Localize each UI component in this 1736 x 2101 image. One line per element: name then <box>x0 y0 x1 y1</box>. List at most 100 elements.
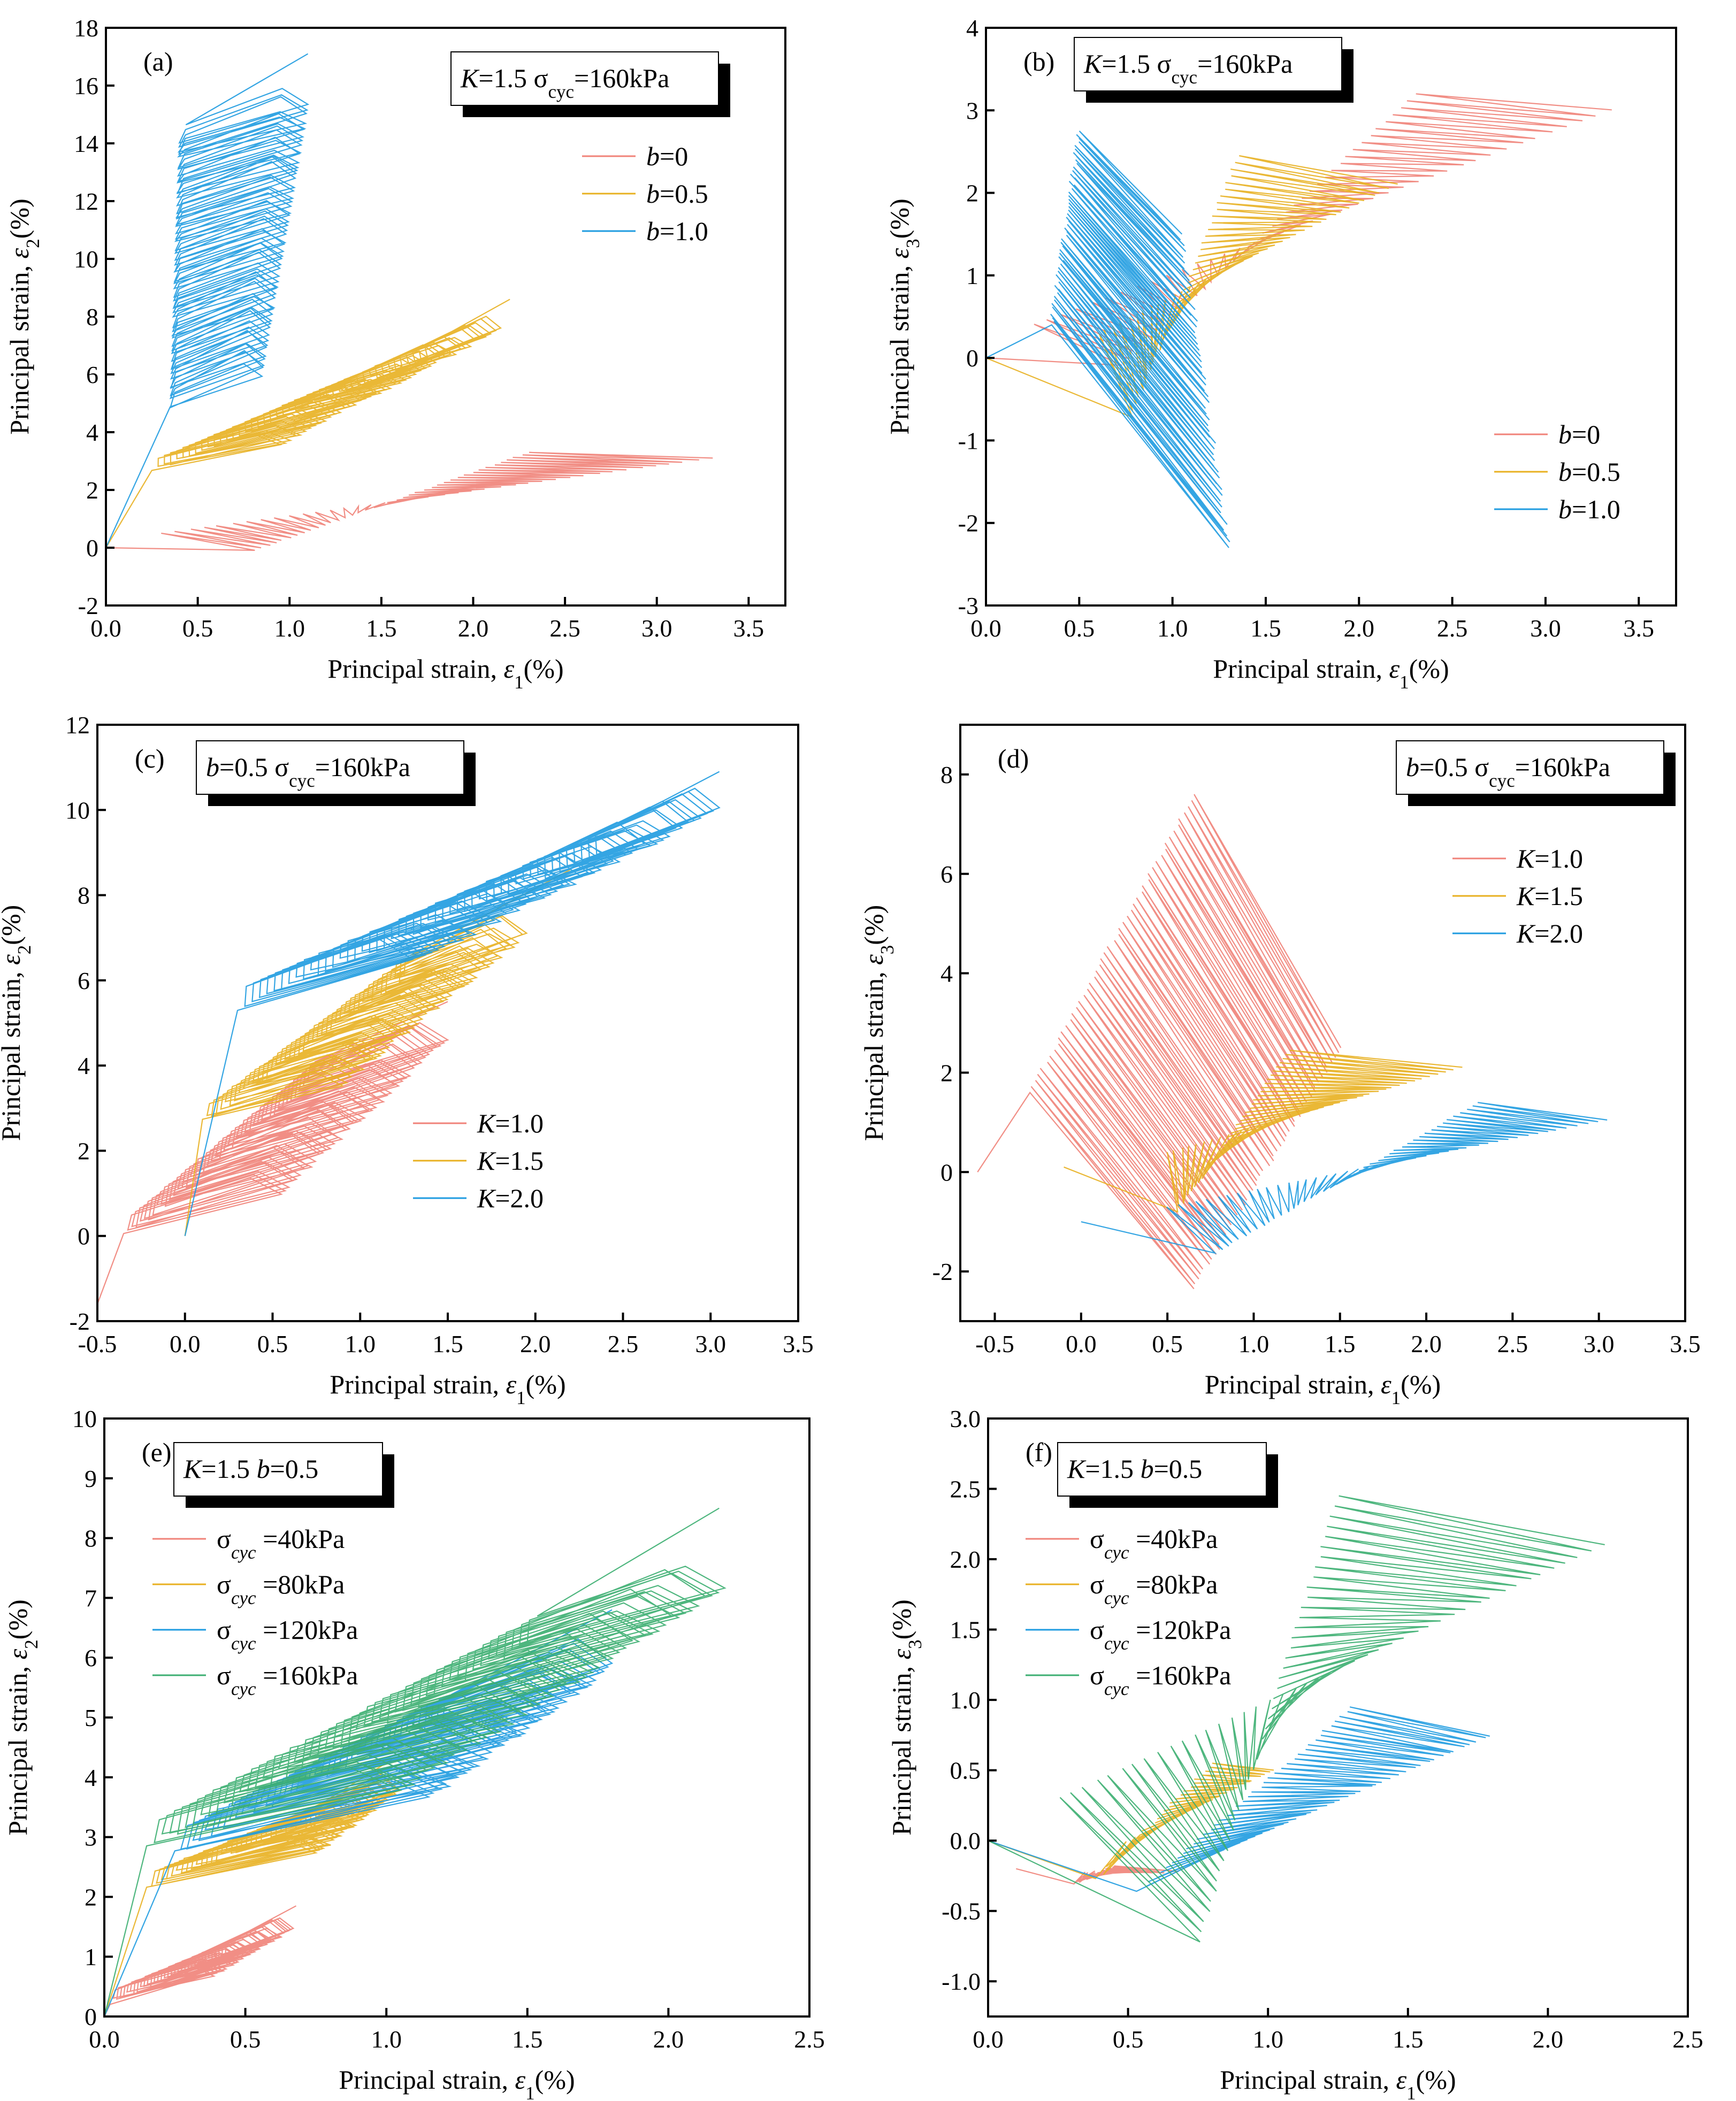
legend: b=0 b=0.5 b=1.0 <box>582 141 708 246</box>
plot-area <box>104 1507 726 2016</box>
series-σcyc=160kPa <box>988 1495 1605 1943</box>
legend-item: b=1.0 <box>582 216 708 246</box>
series-b=1.0 <box>106 53 310 548</box>
series-b=0.5 <box>106 298 510 548</box>
plot-area <box>97 771 721 1305</box>
legend-item: K=1.5 <box>413 1146 544 1176</box>
legend-item: K=1.0 <box>413 1108 544 1138</box>
x-tick-label: 3.0 <box>1530 615 1561 642</box>
x-tick-label: 0.5 <box>257 1330 288 1358</box>
x-tick-label: 1.5 <box>512 2026 543 2053</box>
y-tick-label: 0 <box>85 2003 97 2030</box>
legend: K=1.0 K=1.5 K=2.0 <box>413 1108 544 1213</box>
y-tick-label: 7 <box>85 1584 97 1612</box>
y-axis-label: Principal strain, ε2(%) <box>3 1599 42 1835</box>
x-tick-label: 2.5 <box>1497 1330 1528 1358</box>
x-axis-label: Principal strain, ε1(%) <box>330 1369 565 1408</box>
legend-item: K=1.0 <box>1452 844 1583 873</box>
y-tick-label: 1.0 <box>950 1686 981 1714</box>
y-tick-label: 3 <box>85 1824 97 1851</box>
legend-item: σcyc =120kPa <box>152 1615 358 1654</box>
legend-label: σcyc =40kPa <box>1090 1524 1218 1563</box>
series-K=1.5 <box>1064 1049 1463 1213</box>
series-line <box>988 1762 1274 1880</box>
y-axis: -1.0 -0.5 0.0 0.5 1.0 1.5 2.0 2.5 3.0 <box>942 1405 997 1995</box>
series-line <box>988 1495 1605 1943</box>
y-tick-label: 0 <box>86 534 98 562</box>
y-tick-label: 1.5 <box>950 1616 981 1644</box>
y-tick-label: -1 <box>958 427 978 454</box>
y-tick-label: 6 <box>78 967 90 994</box>
x-tick-label: 0.0 <box>970 615 1001 642</box>
legend-label: σcyc =160kPa <box>1090 1660 1231 1699</box>
y-axis-label: Principal strain, ε3(%) <box>884 198 923 434</box>
series-line <box>1081 1102 1608 1254</box>
panel-label: (b) <box>1023 47 1054 76</box>
x-tick-label: 1.0 <box>1252 2026 1283 2053</box>
legend-label: σcyc =120kPa <box>1090 1615 1231 1654</box>
chart-f: 0.0 0.5 1.0 1.5 2.0 2.5 -1.0 -0.5 0.0 0.5 1.0 1.5 2.… <box>886 1405 1703 2101</box>
legend-item: K=1.5 <box>1452 881 1583 911</box>
panel-label: (d) <box>998 743 1029 773</box>
y-axis-label: Principal strain, ε3(%) <box>886 1599 926 1835</box>
legend-item: b=0 <box>582 141 688 171</box>
panel-label: (f) <box>1026 1437 1052 1467</box>
y-tick-label: -2 <box>958 510 978 537</box>
y-tick-label: -0.5 <box>942 1898 981 1925</box>
annotation-text: K=1.5 b=0.5 <box>1067 1454 1202 1484</box>
annotation-box: K=1.5 σcyc=160kPa <box>1074 37 1353 103</box>
y-tick-label: 16 <box>74 72 98 99</box>
axes-frame <box>96 724 799 1322</box>
legend-item: σcyc =40kPa <box>1026 1524 1218 1563</box>
series-line <box>97 1001 449 1305</box>
x-tick-label: 1.0 <box>345 1330 376 1358</box>
x-tick-label: 1.0 <box>274 615 305 642</box>
series-line <box>1064 1049 1463 1213</box>
series-line <box>184 771 721 1236</box>
series-line <box>106 53 310 548</box>
x-axis: 0.0 0.5 1.0 1.5 2.0 2.5 3.0 3.5 <box>90 597 764 642</box>
legend-label: σcyc =160kPa <box>217 1660 358 1699</box>
x-tick-label: 2.0 <box>458 615 489 642</box>
plot-area <box>977 794 1608 1290</box>
legend-label: σcyc =120kPa <box>217 1615 358 1654</box>
legend-label: K=1.0 <box>1516 844 1583 873</box>
annotation-box: K=1.5 b=0.5 <box>1057 1442 1278 1508</box>
series-line <box>104 1507 726 2016</box>
series-line <box>106 298 510 548</box>
y-tick-label: 10 <box>65 796 90 824</box>
plot-area <box>106 53 713 551</box>
x-tick-label: 0.0 <box>973 2026 1004 2053</box>
y-tick-label: 2 <box>940 1059 953 1086</box>
y-tick-label: 18 <box>74 14 98 42</box>
x-axis-label: Principal strain, ε1(%) <box>339 2065 575 2101</box>
x-tick-label: 1.0 <box>1238 1330 1270 1358</box>
legend-label: σcyc =80kPa <box>1090 1569 1218 1608</box>
annotation-box: b=0.5 σcyc=160kPa <box>196 740 476 806</box>
x-tick-label: -0.5 <box>975 1330 1014 1358</box>
annotation-text: K=1.5 σcyc=160kPa <box>460 63 669 102</box>
annotation-text: b=0.5 σcyc=160kPa <box>206 752 410 791</box>
chart-d: -0.5 0.0 0.5 1.0 1.5 2.0 2.5 3.0 3.5 -2 0 2 4 6 8 Princ… <box>859 724 1701 1408</box>
x-tick-label: -0.5 <box>78 1330 117 1358</box>
x-tick-label: 2.5 <box>1437 615 1468 642</box>
axes-frame <box>985 27 1677 607</box>
y-tick-label: 12 <box>65 711 90 739</box>
series-b=0 <box>106 451 713 551</box>
series-b=1.0 <box>986 131 1230 548</box>
y-tick-label: 4 <box>86 419 98 446</box>
x-tick-label: 0.0 <box>90 615 121 642</box>
chart-e: 0.0 0.5 1.0 1.5 2.0 2.5 0 1 2 3 4 5 6 7 8 9 10 Principal … <box>3 1405 825 2101</box>
legend-label: K=1.5 <box>477 1146 544 1176</box>
panel-label: (c) <box>135 743 165 773</box>
x-tick-label: 1.5 <box>432 1330 463 1358</box>
legend-item: b=1.0 <box>1494 494 1620 524</box>
x-tick-label: 2.5 <box>608 1330 639 1358</box>
legend-label: b=1.0 <box>1558 494 1620 524</box>
legend-label: K=1.5 <box>1516 881 1583 911</box>
x-tick-label: 3.0 <box>641 615 672 642</box>
y-tick-label: 8 <box>940 761 953 788</box>
x-tick-label: 2.0 <box>1411 1330 1442 1358</box>
x-tick-label: 1.5 <box>1250 615 1281 642</box>
